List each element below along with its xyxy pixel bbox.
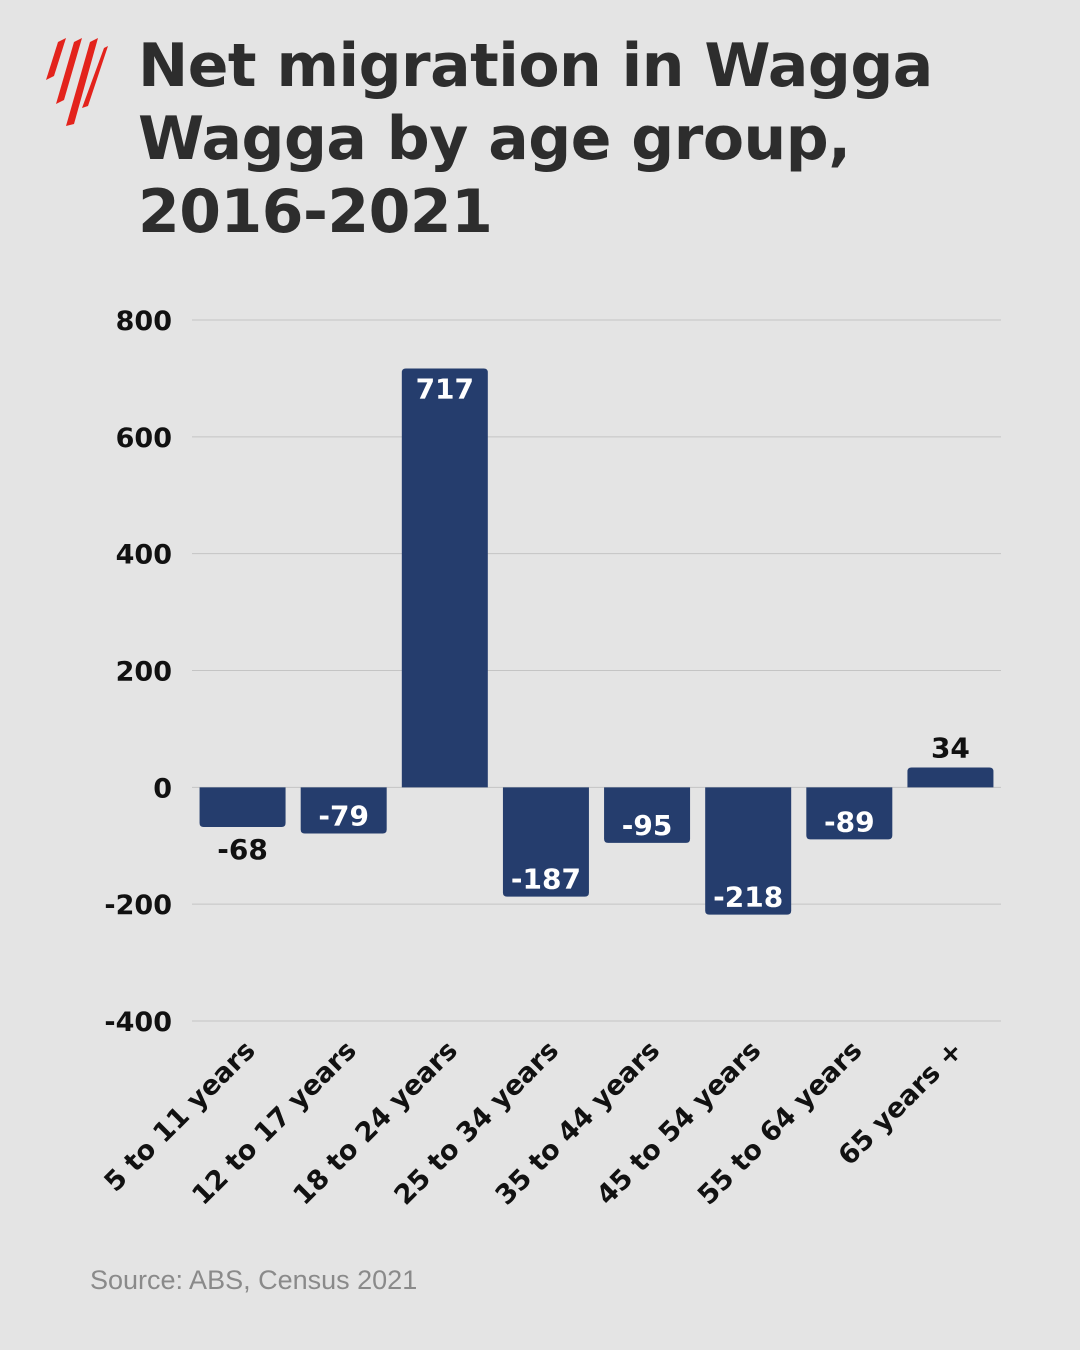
bar: [199, 787, 286, 828]
chart-title: Net migration in Wagga Wagga by age grou…: [138, 31, 933, 247]
y-tick-label: 600: [116, 423, 172, 454]
y-tick-label: 800: [116, 306, 172, 337]
bar: [604, 787, 691, 843]
bar: [907, 767, 994, 788]
bar: [806, 787, 893, 840]
bar-value-label: -79: [318, 799, 369, 832]
bar: [300, 787, 387, 834]
bar-value-label: -95: [622, 809, 673, 842]
bar: [502, 787, 589, 897]
source-note: Source: ABS, Census 2021: [90, 1265, 418, 1295]
y-tick-label: 200: [116, 657, 172, 688]
sbs-logo-icon: [46, 38, 108, 126]
bar-value-label: 34: [931, 731, 970, 764]
y-tick-label: 0: [153, 773, 172, 804]
bar-value-label: -187: [511, 863, 581, 896]
y-tick-label: 400: [116, 540, 172, 571]
bar: [401, 368, 488, 788]
y-tick-label: -200: [104, 890, 172, 921]
bar-value-label: 717: [416, 372, 474, 405]
bar-value-label: -218: [713, 881, 783, 914]
y-tick-label: -400: [104, 1007, 172, 1038]
bar: [705, 787, 792, 915]
bar-value-label: -89: [824, 805, 875, 838]
bar-value-label: -68: [217, 833, 268, 866]
